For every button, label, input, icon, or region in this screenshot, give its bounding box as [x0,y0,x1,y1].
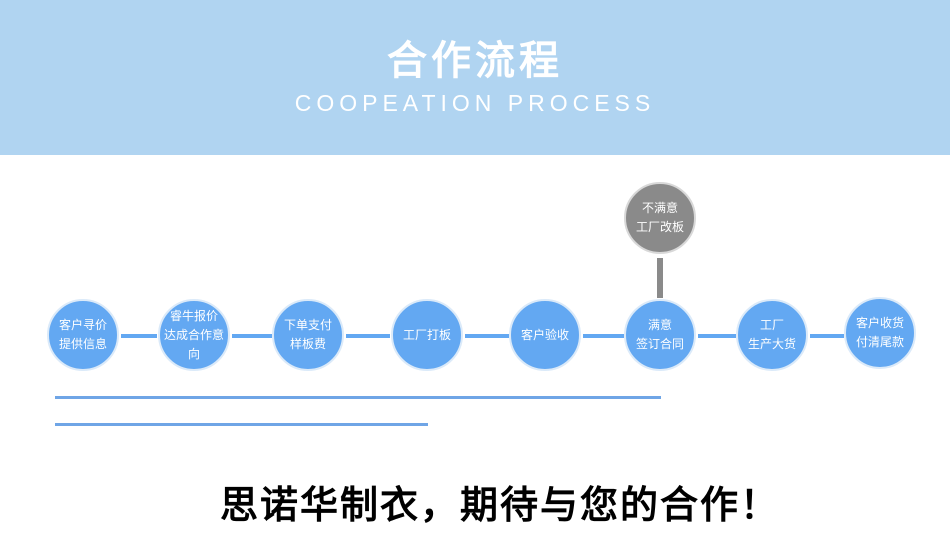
connector [346,334,390,338]
divider-line [55,423,428,426]
step-5: 客户验收 [509,299,581,371]
step-label: 睿牛报价 [169,308,218,323]
step-label: 签订合同 [635,337,684,351]
header-banner: 合作流程 COOPEATION PROCESS [0,0,950,155]
page-title: 合作流程 [387,38,563,84]
step-label: 付清尾款 [855,335,904,349]
branch-connector [657,258,663,298]
step-label: 提供信息 [58,337,107,351]
step-3: 下单支付 样板费 [272,299,344,371]
step-label: 下单支付 [283,318,332,332]
step-label: 生产大货 [747,337,796,351]
step-label: 满意 [647,318,672,332]
connector [465,334,509,338]
step-7: 工厂 生产大货 [736,299,808,371]
connector [810,334,844,338]
step-label: 客户验收 [520,327,569,342]
step-label: 工厂打板 [402,327,451,342]
step-label: 客户寻价 [58,318,107,332]
step-label: 达成合作意向 [163,327,224,361]
step-2: 睿牛报价达成合作意向 [158,299,230,371]
branch-label: 不满意 [641,201,678,215]
step-label: 工厂 [759,318,784,332]
step-label: 客户收货 [855,316,904,330]
page-subtitle: COOPEATION PROCESS [294,90,656,116]
step-1: 客户寻价 提供信息 [47,299,119,371]
step-4: 工厂打板 [391,299,463,371]
connector [121,334,157,338]
step-6: 满意 签订合同 [624,299,696,371]
step-label: 样板费 [289,337,326,351]
branch-label: 工厂改板 [635,220,684,234]
connector [232,334,272,338]
slogan: 思诺华制衣，期待与您的合作！ [219,482,780,527]
divider-line [55,396,661,399]
connector [583,334,624,338]
step-8: 客户收货 付清尾款 [844,297,916,369]
connector [698,334,736,338]
branch-step: 不满意 工厂改板 [624,182,696,254]
